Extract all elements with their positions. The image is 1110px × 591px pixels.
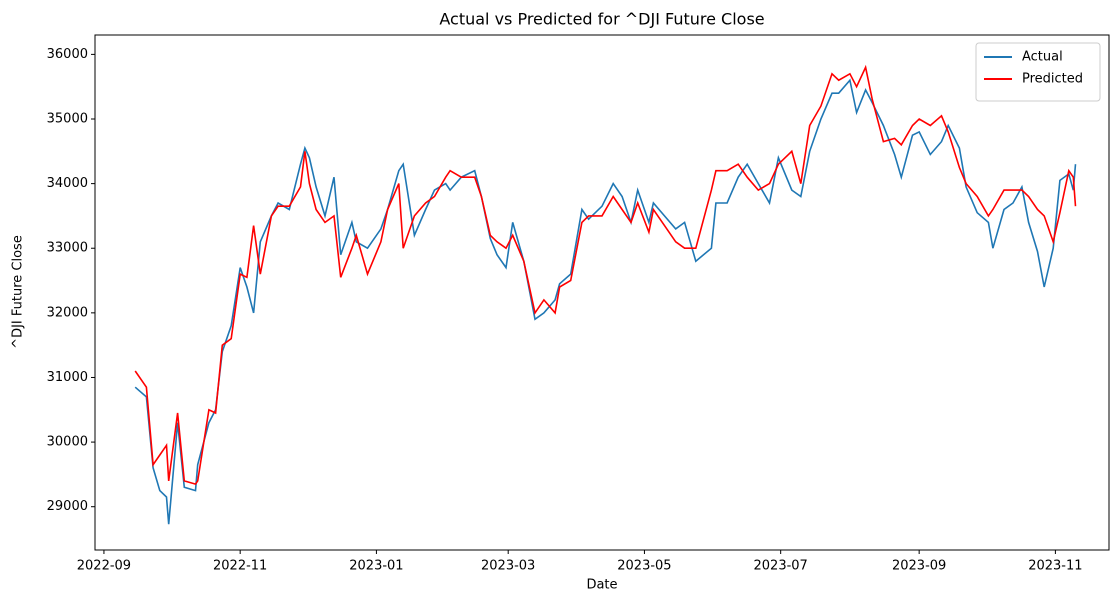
x-axis-label: Date [586, 578, 617, 591]
series-line [134, 78, 1077, 525]
x-tick-label: 2023-01 [349, 559, 403, 574]
x-tick-label: 2023-11 [1028, 559, 1082, 574]
legend-label: Actual [1022, 50, 1063, 65]
y-tick-label: 32000 [47, 305, 88, 320]
x-tick-label: 2023-03 [481, 559, 535, 574]
series-line [134, 64, 1077, 486]
y-tick-label: 36000 [47, 47, 88, 62]
y-tick-label: 29000 [47, 499, 88, 514]
chart-title: Actual vs Predicted for ^DJI Future Clos… [439, 10, 764, 29]
y-tick-label: 33000 [47, 241, 88, 256]
legend-label: Predicted [1022, 72, 1083, 87]
y-tick-label: 35000 [47, 112, 88, 127]
plot-frame [94, 34, 1110, 551]
x-tick-label: 2023-05 [617, 559, 671, 574]
y-tick-label: 31000 [47, 370, 88, 385]
y-tick-label: 30000 [47, 435, 88, 450]
x-tick-label: 2022-11 [213, 559, 267, 574]
x-tick-label: 2023-09 [892, 559, 946, 574]
y-axis-label: ^DJI Future Close [11, 235, 26, 349]
x-tick-label: 2023-07 [754, 559, 808, 574]
x-tick-label: 2022-09 [77, 559, 131, 574]
y-tick-label: 34000 [47, 176, 88, 191]
